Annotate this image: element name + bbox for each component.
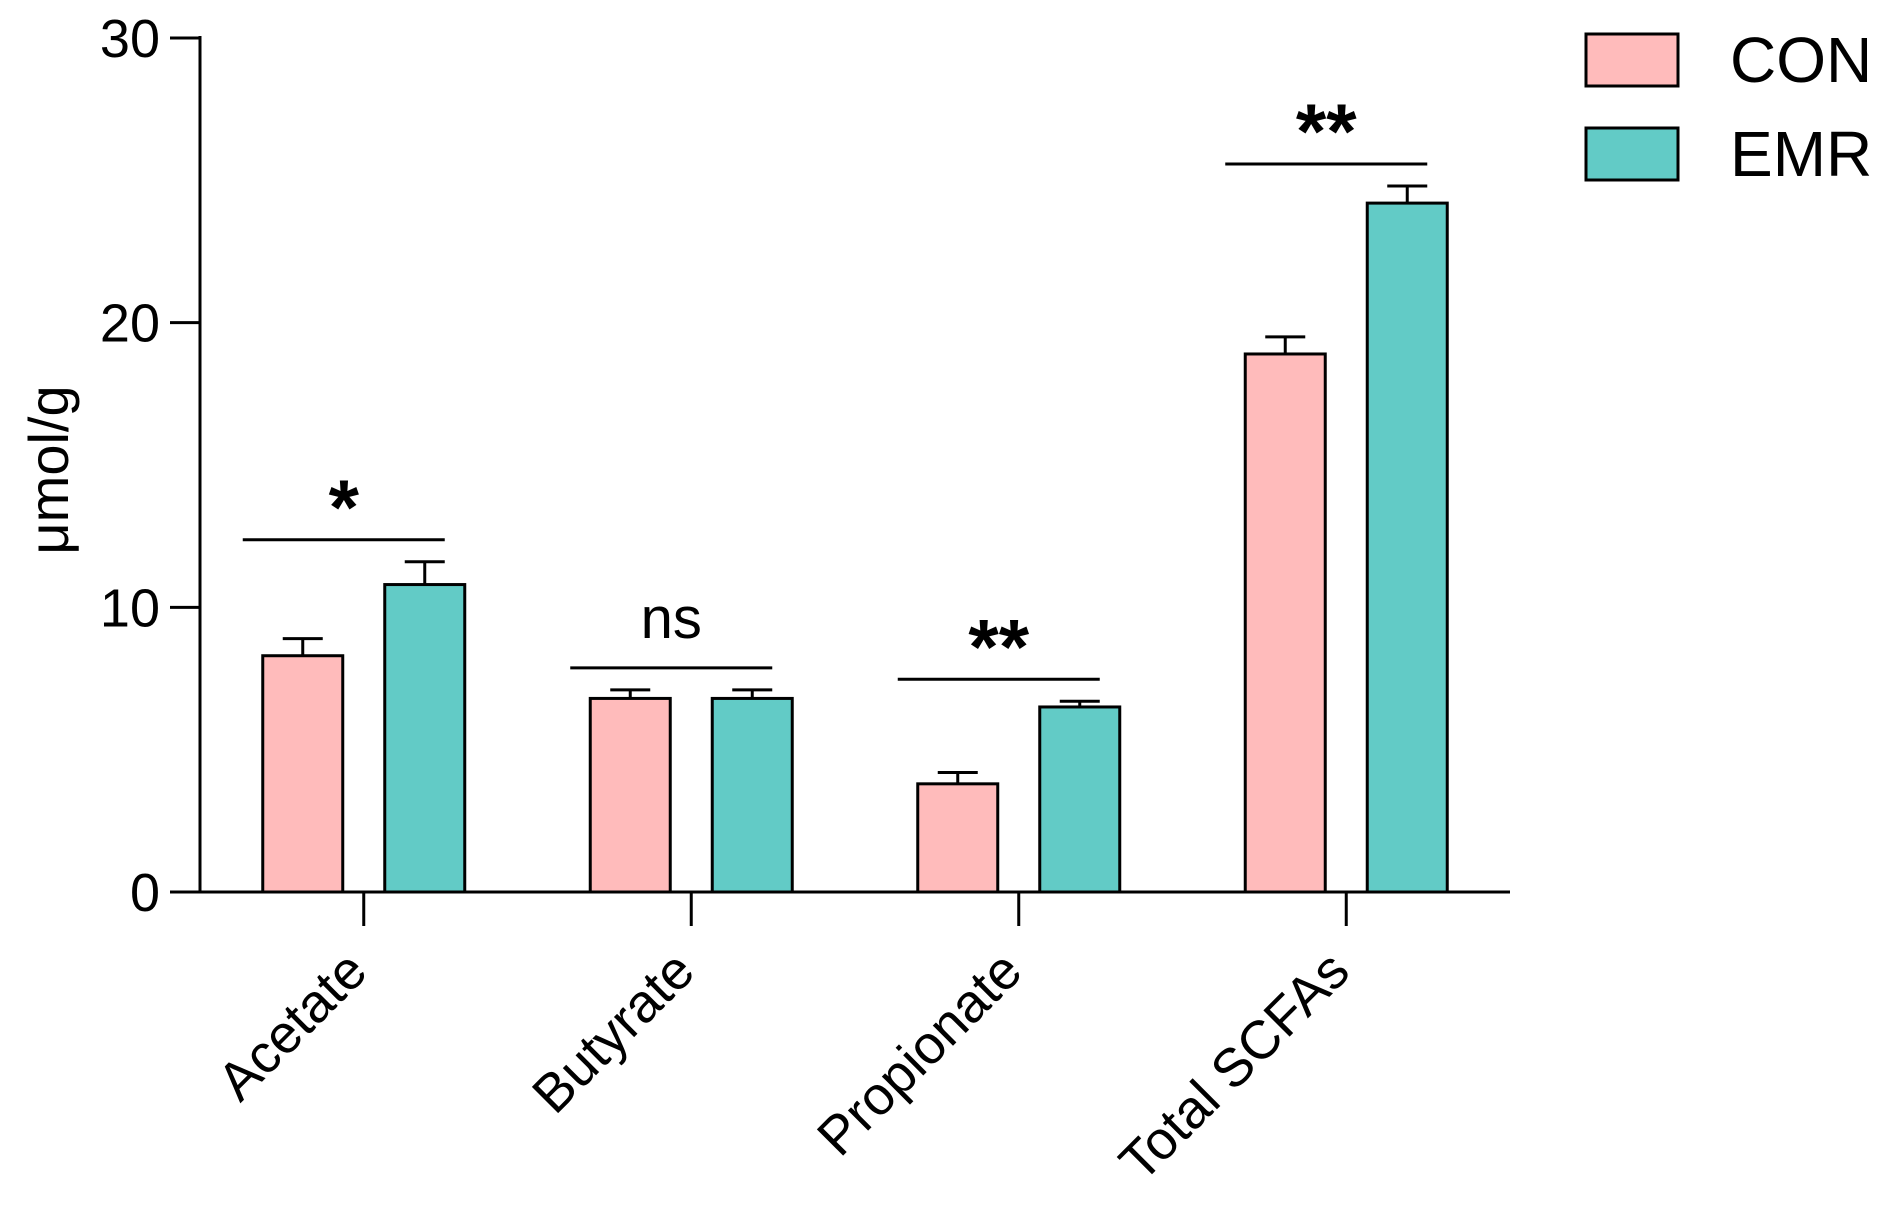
bar-con-total-scfas — [1243, 352, 1327, 894]
bar-con-acetate — [261, 654, 345, 894]
bar-con-propionate — [916, 782, 1000, 894]
y-axis-label: μmol/g — [17, 385, 80, 554]
y-tick-label: 0 — [130, 863, 160, 923]
bar-con-butyrate — [588, 696, 672, 894]
x-tick-label: Butyrate — [521, 940, 706, 1125]
legend-swatch-emr — [1584, 126, 1680, 182]
y-tick-label: 20 — [100, 294, 160, 354]
x-tick-label: Total SCFAs — [1108, 940, 1361, 1193]
significance-label: ns — [641, 586, 702, 651]
significance-annotations: * ns ** ** — [242, 87, 1428, 690]
significance-label: * — [329, 463, 360, 551]
bar-emr-total-scfas — [1365, 201, 1449, 894]
legend-label-emr: EMR — [1730, 118, 1872, 190]
bar-emr-propionate — [1038, 705, 1122, 894]
x-tick-label: Propionate — [806, 940, 1033, 1167]
bar-emr-butyrate — [710, 696, 794, 894]
bar-emr-acetate — [383, 583, 467, 894]
significance-label: ** — [1296, 87, 1357, 175]
y-tick-label: 10 — [100, 578, 160, 638]
y-tick-label: 30 — [100, 9, 160, 69]
x-tick-label: Acetate — [206, 940, 378, 1112]
significance-label: ** — [968, 602, 1029, 690]
legend-label-con: CON — [1730, 24, 1872, 96]
bars — [261, 184, 1449, 894]
legend-swatch-con — [1584, 32, 1680, 88]
legend: CON EMR — [1584, 24, 1872, 190]
